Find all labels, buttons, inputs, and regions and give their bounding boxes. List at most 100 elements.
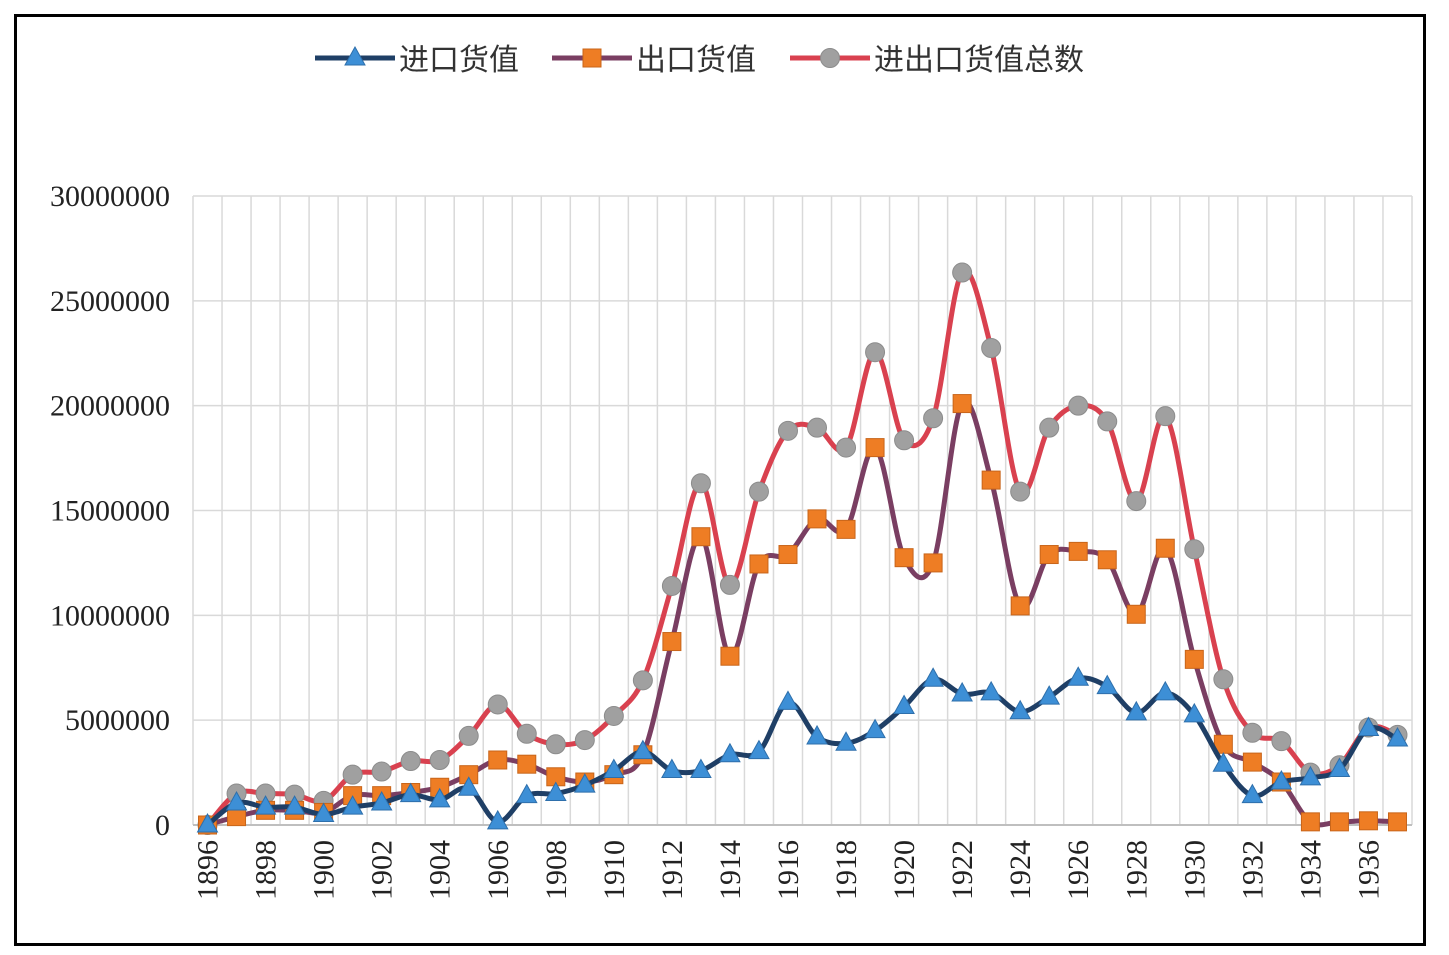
series-circle	[197, 262, 1408, 835]
series-line	[205, 268, 1399, 827]
x-tick-label: 1936	[1352, 840, 1385, 900]
legend-item: 出口货值	[552, 43, 756, 78]
y-tick-label: 20000000	[50, 390, 170, 423]
data-point-circle	[1155, 406, 1176, 427]
y-axis-ticks: 0 5000000 10000000 15000000 20000000 25000000…	[50, 180, 170, 842]
x-tick-label: 1922	[946, 840, 979, 900]
x-tick-label: 1918	[830, 840, 863, 900]
data-point-circle	[1068, 395, 1089, 416]
data-point-triangle	[632, 739, 654, 760]
data-point-square	[952, 394, 972, 414]
data-point-square	[1010, 596, 1030, 616]
x-axis-ticks: 1896 1898 1900 1902 1904 1906 1908 1910 1912 1914…	[192, 840, 1386, 900]
data-point-triangle	[457, 776, 480, 796]
x-tick-label: 1908	[540, 840, 573, 900]
y-tick-label: 10000000	[50, 599, 170, 632]
x-tick-label: 1910	[598, 840, 631, 900]
data-point-triangle	[1125, 700, 1148, 721]
x-tick-label: 1934	[1294, 840, 1327, 900]
data-point-square	[981, 470, 1001, 490]
data-point-circle	[777, 420, 798, 441]
data-point-triangle	[370, 790, 393, 811]
x-tick-label: 1928	[1120, 840, 1153, 900]
data-point-square	[778, 545, 798, 565]
data-point-circle	[1271, 731, 1292, 752]
x-tick-label: 1932	[1236, 840, 1269, 900]
data-point-square	[894, 548, 914, 568]
x-tick-label: 1896	[192, 840, 225, 900]
data-point-triangle	[283, 795, 306, 815]
data-point-circle	[429, 750, 450, 771]
y-tick-label: 5000000	[65, 704, 170, 737]
data-point-square	[923, 553, 943, 573]
data-point-circle	[1097, 411, 1118, 432]
legend-item: 进出口货值总数	[790, 43, 1084, 78]
data-point-triangle	[719, 742, 741, 763]
data-point-square	[1300, 812, 1320, 832]
data-point-triangle	[806, 724, 828, 745]
data-point-circle	[807, 417, 828, 438]
data-point-square	[1097, 550, 1117, 570]
data-point-square	[1387, 812, 1407, 832]
data-point-triangle	[196, 812, 219, 833]
data-point-square	[1039, 545, 1059, 565]
data-point-triangle	[777, 690, 799, 710]
data-point-square	[488, 750, 508, 770]
data-point-circle	[923, 408, 944, 429]
data-point-circle	[690, 473, 711, 494]
data-point-triangle	[835, 731, 857, 751]
data-point-circle	[661, 575, 682, 596]
data-point-triangle	[312, 802, 335, 823]
legend-label: 进口货值	[399, 43, 519, 78]
y-tick-label: 15000000	[50, 495, 170, 528]
x-tick-label: 1902	[366, 840, 399, 900]
data-point-circle	[1242, 722, 1263, 743]
data-point-triangle	[1299, 765, 1322, 786]
x-tick-label: 1926	[1062, 840, 1095, 900]
data-point-square	[865, 438, 885, 458]
data-point-triangle	[428, 787, 451, 808]
data-point-circle	[545, 734, 566, 755]
legend: 进口货值 出口货值 进出口货值总数	[315, 43, 1084, 78]
data-point-square	[1329, 812, 1349, 832]
data-point-circle	[1126, 491, 1147, 512]
grid	[192, 195, 1413, 826]
data-point-triangle	[1154, 680, 1177, 701]
data-point-square	[1068, 541, 1088, 561]
data-point-triangle	[1328, 757, 1351, 777]
x-tick-label: 1924	[1004, 840, 1037, 900]
data-point-circle	[371, 761, 392, 782]
data-point-triangle	[341, 795, 364, 815]
legend-label: 出口货值	[636, 43, 756, 78]
data-point-square	[517, 754, 537, 774]
data-point-circle	[894, 430, 915, 451]
data-point-circle	[400, 751, 421, 772]
data-point-triangle	[486, 809, 509, 830]
data-point-triangle	[544, 781, 567, 802]
data-point-triangle	[1357, 716, 1380, 737]
data-point-square	[691, 527, 711, 547]
data-point-square	[807, 509, 827, 529]
data-point-square	[836, 519, 856, 539]
y-tick-label: 25000000	[50, 285, 170, 318]
legend-label: 进出口货值总数	[874, 43, 1084, 78]
data-point-circle	[458, 725, 479, 746]
data-point-triangle	[1067, 666, 1090, 686]
data-point-triangle	[573, 773, 596, 793]
data-point-triangle	[1009, 699, 1032, 720]
data-point-square	[1184, 649, 1204, 669]
legend-marker-triangle-icon	[344, 45, 366, 66]
y-tick-label: 30000000	[50, 180, 170, 213]
data-point-triangle	[602, 758, 625, 778]
data-point-circle	[981, 338, 1002, 359]
data-point-circle	[865, 342, 886, 363]
data-point-triangle	[399, 782, 422, 803]
x-tick-label: 1898	[250, 840, 283, 900]
data-point-circle	[632, 670, 653, 691]
data-point-triangle	[1270, 769, 1293, 790]
data-point-triangle	[661, 758, 683, 778]
data-point-triangle	[1241, 783, 1264, 804]
legend-item: 进口货值	[315, 43, 519, 78]
data-point-triangle	[1183, 702, 1206, 723]
